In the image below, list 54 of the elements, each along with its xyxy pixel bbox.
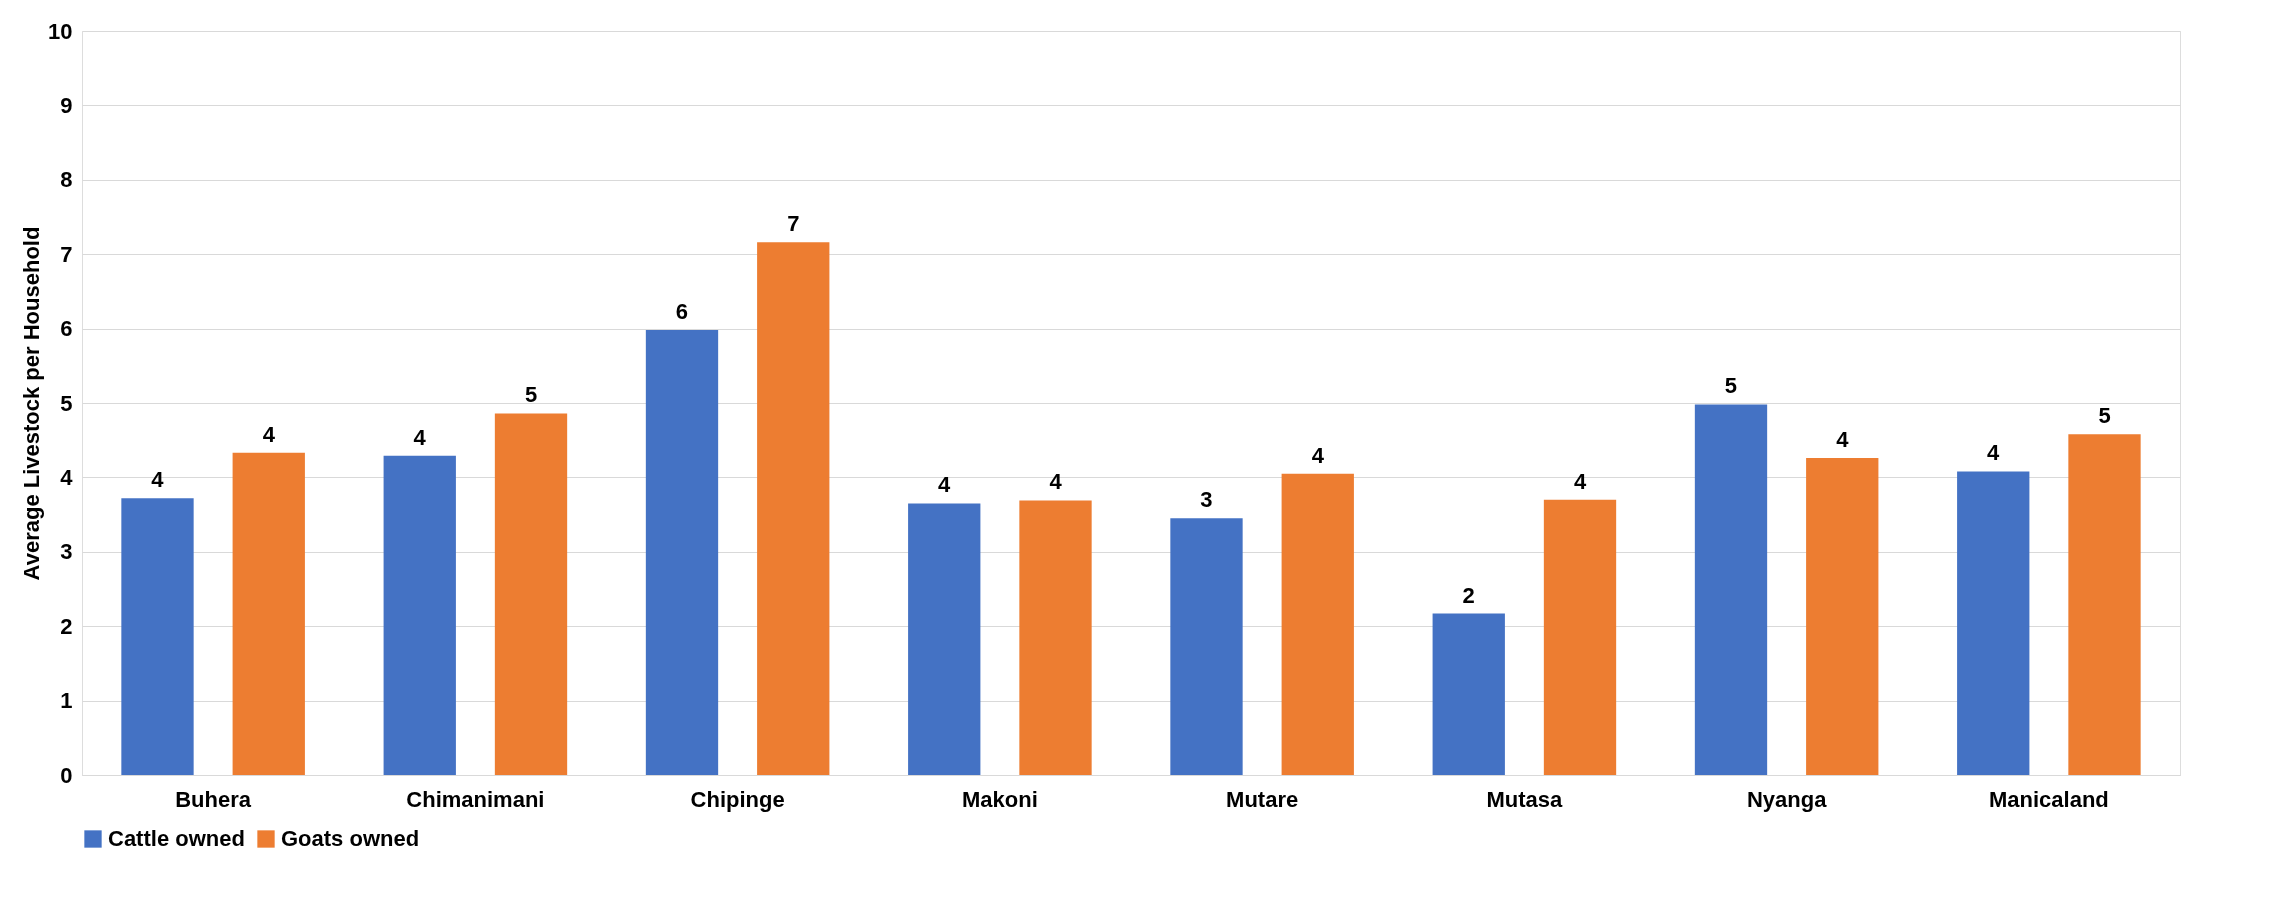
- bar: [1170, 518, 1243, 775]
- y-tick-label: 2: [60, 613, 73, 639]
- y-tick-label: 9: [60, 92, 73, 118]
- y-tick-label: 10: [48, 18, 73, 44]
- data-label: 7: [787, 211, 800, 237]
- bar: [757, 242, 830, 775]
- data-label: 4: [413, 424, 427, 450]
- y-tick-label: 3: [60, 539, 73, 565]
- data-label: 4: [1836, 427, 1850, 453]
- x-tick-label: Nyanga: [1746, 786, 1828, 812]
- bar: [1543, 499, 1617, 775]
- bar: [232, 452, 305, 775]
- bar: [1806, 458, 1879, 775]
- bar: [1019, 500, 1092, 775]
- bar: [1432, 613, 1505, 775]
- data-label: 4: [1311, 442, 1325, 468]
- y-tick-label: 4: [60, 464, 74, 490]
- x-tick-label: Mutasa: [1486, 786, 1564, 812]
- bar: [908, 503, 981, 775]
- bar: [494, 413, 568, 775]
- data-label: 5: [1724, 373, 1738, 399]
- bar: [1281, 473, 1354, 775]
- y-tick-label: 0: [60, 762, 73, 788]
- bar: [645, 330, 719, 775]
- x-tick-label: Manicaland: [1988, 786, 2109, 812]
- data-label: 2: [1462, 582, 1475, 608]
- data-label: 4: [938, 472, 952, 498]
- x-tick-label: Chimanimani: [406, 786, 545, 812]
- data-label: 4: [1573, 468, 1587, 494]
- data-label: 6: [675, 299, 689, 325]
- bar: [383, 455, 456, 775]
- data-label: 3: [1200, 487, 1213, 513]
- y-axis-title: Average Livestock per Household: [19, 226, 45, 581]
- y-tick-label: 8: [60, 167, 73, 193]
- data-label: 5: [524, 382, 538, 408]
- bar: [2068, 434, 2141, 775]
- data-label: 5: [2098, 403, 2111, 429]
- data-label: 4: [151, 467, 165, 493]
- bar: [1957, 471, 2030, 775]
- x-tick-label: Chipinge: [690, 786, 785, 812]
- y-tick-label: 7: [60, 241, 73, 267]
- x-tick-label: Mutare: [1226, 786, 1299, 812]
- data-label: 4: [1987, 440, 2001, 466]
- x-tick-label: Buhera: [175, 786, 252, 812]
- y-tick-label: 5: [60, 390, 73, 416]
- y-tick-label: 1: [60, 688, 73, 714]
- legend-label: Goats owned: [281, 826, 420, 851]
- bar: [1694, 404, 1768, 775]
- bar: [121, 498, 194, 775]
- data-label: 4: [262, 421, 276, 447]
- y-tick-label: 6: [60, 316, 73, 342]
- x-tick-label: Makoni: [961, 786, 1038, 812]
- data-label: 4: [1049, 469, 1063, 495]
- legend-label: Cattle owned: [108, 826, 245, 851]
